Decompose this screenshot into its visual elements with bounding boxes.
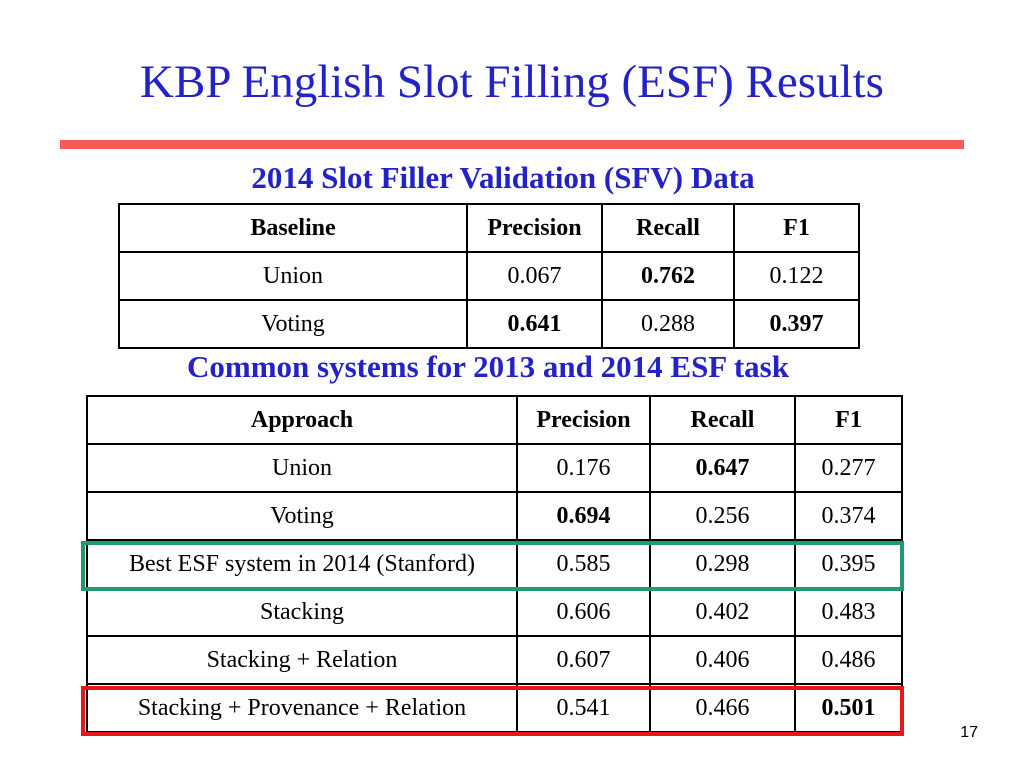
f1-cell: 0.501: [794, 683, 903, 733]
page-number: 17: [960, 724, 978, 741]
f1-cell: 0.277: [794, 443, 903, 493]
precision-cell: 0.694: [516, 491, 651, 541]
table-row: Best ESF system in 2014 (Stanford) 0.585…: [86, 539, 903, 589]
table-row: Voting 0.694 0.256 0.374: [86, 491, 903, 541]
table-row: Union 0.176 0.647 0.277: [86, 443, 903, 493]
recall-cell: 0.288: [601, 299, 735, 349]
row-name-cell: Voting: [118, 299, 468, 349]
precision-cell: 0.067: [466, 251, 603, 301]
precision-cell: 0.585: [516, 539, 651, 589]
row-name-cell: Stacking: [86, 587, 518, 637]
column-header-f1: F1: [794, 395, 903, 445]
table-header-row: Baseline Precision Recall F1: [118, 203, 860, 253]
f1-cell: 0.122: [733, 251, 860, 301]
f1-cell: 0.395: [794, 539, 903, 589]
title-divider: [60, 140, 964, 149]
sfv-table-caption: 2014 Slot Filler Validation (SFV) Data: [251, 160, 755, 195]
precision-cell: 0.606: [516, 587, 651, 637]
recall-cell: 0.402: [649, 587, 796, 637]
column-header-approach: Approach: [86, 395, 518, 445]
row-name-cell: Stacking + Provenance + Relation: [86, 683, 518, 733]
precision-cell: 0.641: [466, 299, 603, 349]
recall-cell: 0.298: [649, 539, 796, 589]
table-row: Stacking + Provenance + Relation 0.541 0…: [86, 683, 903, 733]
table-row: Stacking 0.606 0.402 0.483: [86, 587, 903, 637]
row-name-cell: Stacking + Relation: [86, 635, 518, 685]
table-row: Stacking + Relation 0.607 0.406 0.486: [86, 635, 903, 685]
column-header-recall: Recall: [601, 203, 735, 253]
recall-cell: 0.647: [649, 443, 796, 493]
f1-cell: 0.483: [794, 587, 903, 637]
column-header-precision: Precision: [516, 395, 651, 445]
recall-cell: 0.762: [601, 251, 735, 301]
esf-results-table: Approach Precision Recall F1 Union 0.176…: [86, 395, 903, 733]
f1-cell: 0.397: [733, 299, 860, 349]
row-name-cell: Union: [118, 251, 468, 301]
precision-cell: 0.607: [516, 635, 651, 685]
column-header-recall: Recall: [649, 395, 796, 445]
f1-cell: 0.486: [794, 635, 903, 685]
recall-cell: 0.256: [649, 491, 796, 541]
esf-table-caption: Common systems for 2013 and 2014 ESF tas…: [187, 349, 789, 384]
row-name-cell: Voting: [86, 491, 518, 541]
sfv-results-table: Baseline Precision Recall F1 Union 0.067…: [118, 203, 860, 349]
recall-cell: 0.466: [649, 683, 796, 733]
table-header-row: Approach Precision Recall F1: [86, 395, 903, 445]
table-row: Union 0.067 0.762 0.122: [118, 251, 860, 301]
slide-title: KBP English Slot Filling (ESF) Results: [140, 56, 884, 108]
row-name-cell: Best ESF system in 2014 (Stanford): [86, 539, 518, 589]
column-header-precision: Precision: [466, 203, 603, 253]
recall-cell: 0.406: [649, 635, 796, 685]
precision-cell: 0.541: [516, 683, 651, 733]
column-header-f1: F1: [733, 203, 860, 253]
precision-cell: 0.176: [516, 443, 651, 493]
f1-cell: 0.374: [794, 491, 903, 541]
table-row: Voting 0.641 0.288 0.397: [118, 299, 860, 349]
column-header-baseline: Baseline: [118, 203, 468, 253]
row-name-cell: Union: [86, 443, 518, 493]
